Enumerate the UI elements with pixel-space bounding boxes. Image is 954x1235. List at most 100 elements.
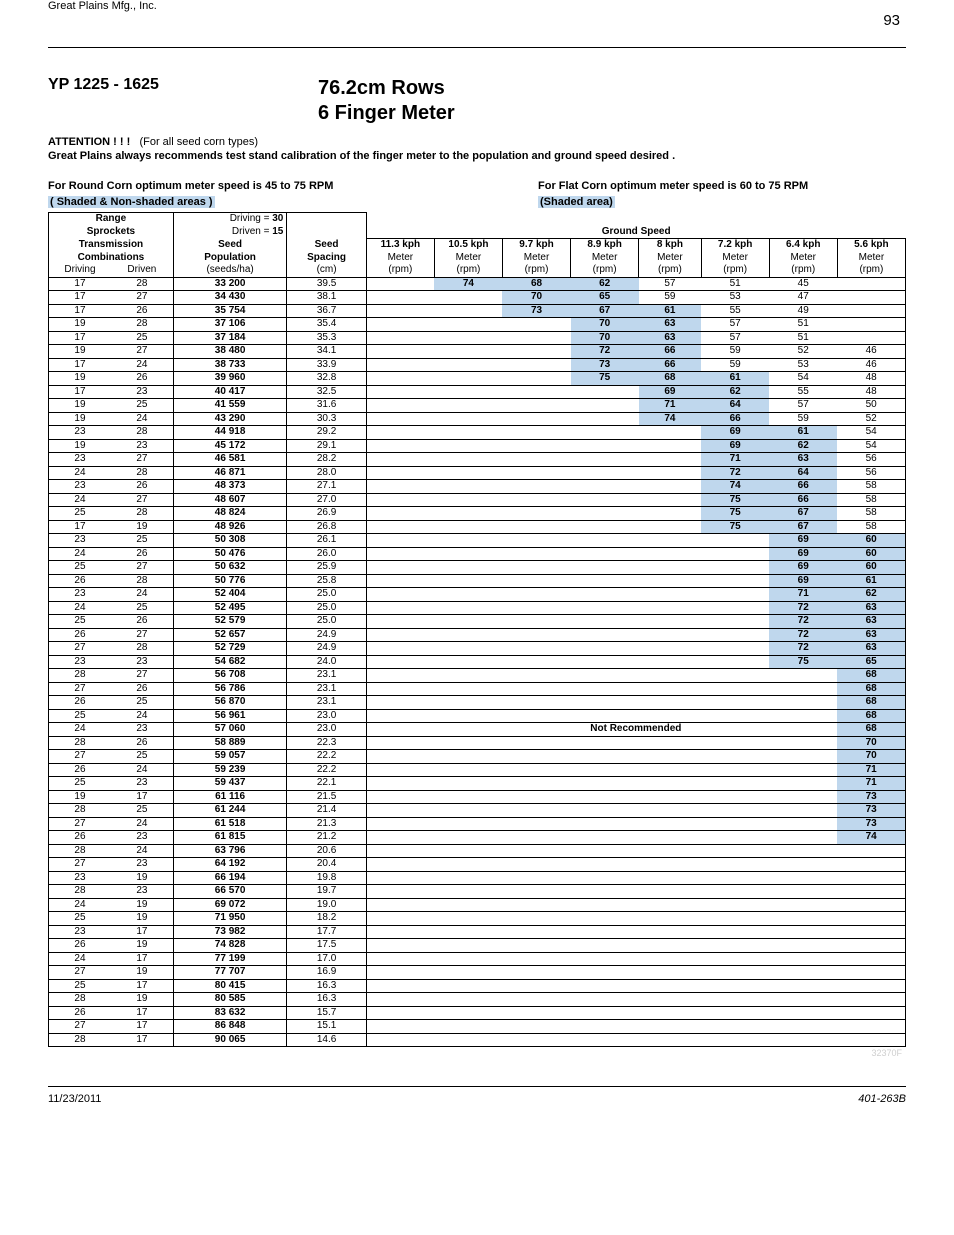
table-cell: 22.2 <box>287 750 366 764</box>
table-cell <box>769 1006 837 1020</box>
table-row: 192541 55931.671645750 <box>49 399 906 413</box>
table-cell <box>502 939 570 953</box>
table-cell <box>502 642 570 656</box>
table-cell: 34 430 <box>173 291 287 305</box>
hdr-rpm-1: (rpm) <box>434 264 502 277</box>
table-cell: 83 632 <box>173 1006 287 1020</box>
table-cell: 21.4 <box>287 804 366 818</box>
table-cell <box>434 453 502 467</box>
table-cell: 48 926 <box>173 520 287 534</box>
table-cell: 21.3 <box>287 817 366 831</box>
table-cell <box>434 493 502 507</box>
table-row: 281980 58516.3 <box>49 993 906 1007</box>
table-cell <box>837 844 905 858</box>
table-cell <box>571 682 639 696</box>
table-cell <box>571 480 639 494</box>
table-cell <box>434 966 502 980</box>
table-cell <box>502 493 570 507</box>
table-cell <box>701 682 769 696</box>
table-cell <box>571 777 639 791</box>
hdr-transmission: Transmission <box>49 239 174 252</box>
table-cell <box>502 453 570 467</box>
footer-date: 11/23/2011 <box>48 1093 101 1105</box>
table-cell: 70 <box>837 750 905 764</box>
table-row: 172833 20039.5746862575145 <box>49 277 906 291</box>
table-cell <box>639 439 701 453</box>
table-cell: 30.3 <box>287 412 366 426</box>
table-cell <box>837 993 905 1007</box>
table-cell: 19 <box>49 345 111 359</box>
table-cell: 19.8 <box>287 871 366 885</box>
table-cell <box>639 885 701 899</box>
table-cell <box>701 966 769 980</box>
table-cell <box>502 426 570 440</box>
table-cell: 25 <box>49 777 111 791</box>
table-cell: 73 <box>837 790 905 804</box>
table-cell: 24 <box>111 588 173 602</box>
table-cell <box>502 318 570 332</box>
table-cell: 23 <box>111 858 173 872</box>
table-cell: 50 <box>837 399 905 413</box>
table-cell <box>434 993 502 1007</box>
table-cell <box>701 574 769 588</box>
table-row: 272559 05722.270 <box>49 750 906 764</box>
table-cell <box>571 1006 639 1020</box>
table-row: 252359 43722.171 <box>49 777 906 791</box>
table-cell <box>639 736 701 750</box>
table-cell <box>434 925 502 939</box>
table-cell <box>366 480 434 494</box>
table-cell <box>366 385 434 399</box>
table-cell <box>639 952 701 966</box>
table-cell: 65 <box>571 291 639 305</box>
table-cell <box>701 939 769 953</box>
table-cell <box>502 709 570 723</box>
table-cell <box>769 777 837 791</box>
table-cell: 24 <box>111 763 173 777</box>
hdr-sp-2: 9.7 kph <box>502 239 570 252</box>
table-cell <box>639 520 701 534</box>
table-cell <box>571 804 639 818</box>
table-cell: 22.2 <box>287 763 366 777</box>
table-cell <box>434 655 502 669</box>
table-cell <box>434 642 502 656</box>
table-cell: 57 <box>701 331 769 345</box>
table-cell <box>837 304 905 318</box>
table-cell <box>434 588 502 602</box>
table-cell <box>639 601 701 615</box>
hdr-range: Range <box>49 213 174 226</box>
table-cell: 26.8 <box>287 520 366 534</box>
table-cell <box>366 399 434 413</box>
table-cell <box>701 898 769 912</box>
table-cell: 27 <box>49 642 111 656</box>
table-cell <box>639 844 701 858</box>
table-cell: 61 116 <box>173 790 287 804</box>
hdr-sp-0: 11.3 kph <box>366 239 434 252</box>
table-cell <box>502 804 570 818</box>
hdr-sp-4: 8 kph <box>639 239 701 252</box>
table-row: 272364 19220.4 <box>49 858 906 872</box>
table-cell: 57 <box>701 318 769 332</box>
table-cell <box>502 1020 570 1034</box>
table-cell: 24 <box>49 601 111 615</box>
table-cell: 63 <box>639 331 701 345</box>
table-cell: 25 <box>49 709 111 723</box>
table-cell: 74 <box>639 412 701 426</box>
table-row: 231773 98217.7 <box>49 925 906 939</box>
table-cell <box>366 655 434 669</box>
table-cell: 77 199 <box>173 952 287 966</box>
table-cell: 38 733 <box>173 358 287 372</box>
table-cell: 48 373 <box>173 480 287 494</box>
table-cell <box>639 480 701 494</box>
table-row: 271977 70716.9 <box>49 966 906 980</box>
model-code: YP 1225 - 1625 <box>48 76 318 94</box>
table-cell: 17 <box>49 331 111 345</box>
table-cell <box>366 574 434 588</box>
table-cell <box>571 574 639 588</box>
table-cell: 27 <box>111 453 173 467</box>
table-cell <box>366 1033 434 1047</box>
table-cell: 75 <box>769 655 837 669</box>
table-row: 282561 24421.473 <box>49 804 906 818</box>
table-cell: 17 <box>111 1006 173 1020</box>
table-cell <box>502 331 570 345</box>
table-cell: 52 657 <box>173 628 287 642</box>
